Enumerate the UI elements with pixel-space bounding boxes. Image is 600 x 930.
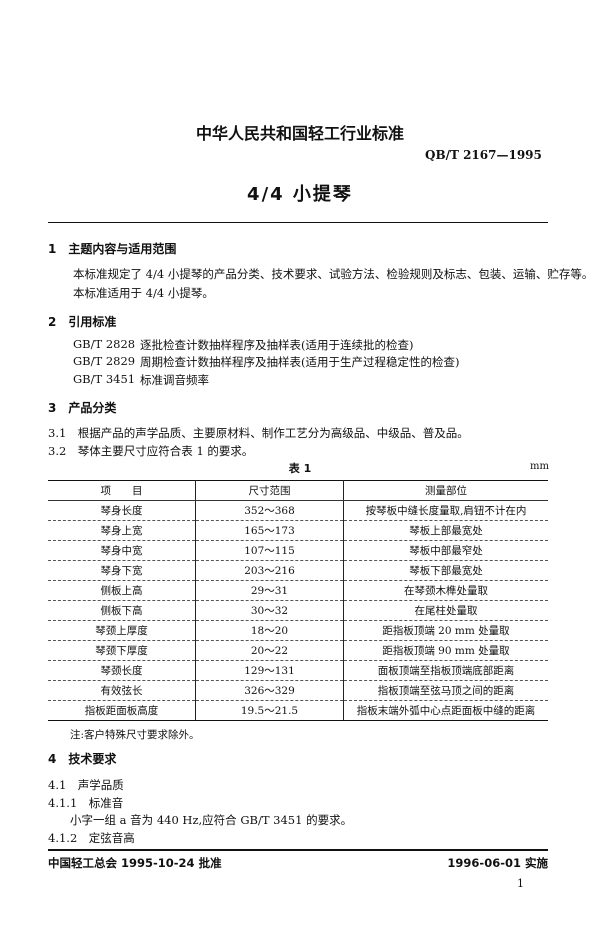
table-row: 琴身下宽 203～216 琴板下部最宽处 — [48, 560, 548, 581]
reference-code: GB/T 3451 — [73, 372, 136, 386]
location-cell: 按琴板中缝长度量取,肩钮不计在内 — [343, 500, 548, 521]
org-title: 中华人民共和国轻工行业标准 — [195, 124, 404, 143]
item-cell: 琴身中宽 — [48, 540, 196, 561]
reference-title: 周期检查计数抽样程序及抽样表(适用于生产过程稳定性的检查) — [140, 355, 460, 369]
range-cell: 18～20 — [195, 620, 344, 641]
range-cell: 165～173 — [195, 520, 344, 541]
item-cell: 琴身长度 — [48, 500, 196, 521]
table-row: 指板距面板高度 19.5～21.5 指板末端外弧中心点距面板中缝的距离 — [48, 700, 548, 721]
header-rule — [48, 222, 548, 223]
column-header: 尺寸范围 — [195, 480, 344, 501]
approval-line: 中国轻工总会 1995-10-24 批准 — [48, 856, 222, 870]
item-cell: 琴颈长度 — [48, 660, 196, 681]
clause-4-1-1: 4.1.1 标准音 — [48, 796, 124, 810]
range-cell: 203～216 — [195, 560, 344, 581]
column-header: 测量部位 — [343, 480, 548, 501]
item-cell: 侧板下高 — [48, 600, 196, 621]
footer-rule — [48, 849, 548, 851]
item-cell: 有效弦长 — [48, 680, 196, 701]
dimensions-table: 项 目 尺寸范围 测量部位 琴身长度 352～368 按琴板中缝长度量取,肩钮不计在… — [48, 480, 548, 721]
table-unit: mm — [530, 461, 549, 472]
item-cell: 琴颈上厚度 — [48, 620, 196, 641]
reference-code: GB/T 2828 — [73, 337, 136, 351]
range-cell: 326～329 — [195, 680, 344, 701]
location-cell: 距指板顶端 90 mm 处量取 — [343, 640, 548, 661]
table-row: 琴颈下厚度 20～22 距指板顶端 90 mm 处量取 — [48, 640, 548, 661]
section-1-heading: 1 主题内容与适用范围 — [48, 242, 177, 256]
reference-title: 标准调音频率 — [140, 373, 209, 387]
section-2-heading: 2 引用标准 — [48, 315, 117, 329]
range-cell: 29～31 — [195, 580, 344, 601]
table-row: 琴身中宽 107～115 琴板中部最窄处 — [48, 540, 548, 561]
location-cell: 面板顶端至指板顶端底部距离 — [343, 660, 548, 681]
item-cell: 侧板上高 — [48, 580, 196, 601]
clause-4-1-2: 4.1.2 定弦音高 — [48, 831, 135, 845]
reference-code: GB/T 2829 — [73, 354, 136, 368]
table-header-row: 项 目 尺寸范围 测量部位 — [48, 480, 548, 501]
section-1-para: 本标准规定了 4/4 小提琴的产品分类、技术要求、试验方法、检验规则及标志、包装… — [73, 267, 594, 281]
table-row: 琴身上宽 165～173 琴板上部最宽处 — [48, 520, 548, 541]
table-row: 琴颈上厚度 18～20 距指板顶端 20 mm 处量取 — [48, 620, 548, 641]
table-row: 有效弦长 326～329 指板顶端至弦马顶之间的距离 — [48, 680, 548, 701]
section-3-heading: 3 产品分类 — [48, 401, 117, 415]
clause-4-1-1-text: 小字一组 a 音为 440 Hz,应符合 GB/T 3451 的要求。 — [70, 813, 353, 827]
doc-title: 4/4 小提琴 — [247, 184, 353, 205]
range-cell: 129～131 — [195, 660, 344, 681]
table-row: 琴颈长度 129～131 面板顶端至指板顶端底部距离 — [48, 660, 548, 681]
item-cell: 琴身上宽 — [48, 520, 196, 541]
location-cell: 指板顶端至弦马顶之间的距离 — [343, 680, 548, 701]
clause-3-1: 3.1 根据产品的声学品质、主要原材料、制作工艺分为高级品、中级品、普及品。 — [48, 426, 469, 440]
location-cell: 琴板下部最宽处 — [343, 560, 548, 581]
table-caption: 表 1 — [288, 462, 312, 475]
location-cell: 在尾柱处量取 — [343, 600, 548, 621]
reference-title: 逐批检查计数抽样程序及抽样表(适用于连续批的检查) — [140, 338, 414, 352]
range-cell: 20～22 — [195, 640, 344, 661]
table-row: 侧板上高 29～31 在琴颈木榫处量取 — [48, 580, 548, 601]
clause-3-2: 3.2 琴体主要尺寸应符合表 1 的要求。 — [48, 444, 254, 458]
location-cell: 指板末端外弧中心点距面板中缝的距离 — [343, 700, 548, 721]
section-1-para: 本标准适用于 4/4 小提琴。 — [73, 286, 214, 300]
effective-line: 1996-06-01 实施 — [447, 856, 548, 870]
clause-4-1: 4.1 声学品质 — [48, 778, 124, 792]
location-cell: 距指板顶端 20 mm 处量取 — [343, 620, 548, 641]
table-note: 注:客户特殊尺寸要求除外。 — [70, 729, 200, 741]
item-cell: 指板距面板高度 — [48, 700, 196, 721]
section-4-heading: 4 技术要求 — [48, 752, 117, 766]
standard-code: QB/T 2167—1995 — [425, 148, 542, 162]
range-cell: 30～32 — [195, 600, 344, 621]
range-cell: 19.5～21.5 — [195, 700, 344, 721]
location-cell: 琴板中部最窄处 — [343, 540, 548, 561]
range-cell: 352～368 — [195, 500, 344, 521]
item-cell: 琴颈下厚度 — [48, 640, 196, 661]
range-cell: 107～115 — [195, 540, 344, 561]
column-header: 项 目 — [48, 480, 196, 501]
page-number: 1 — [517, 877, 524, 890]
item-cell: 琴身下宽 — [48, 560, 196, 581]
table-row: 琴身长度 352～368 按琴板中缝长度量取,肩钮不计在内 — [48, 500, 548, 521]
table-row: 侧板下高 30～32 在尾柱处量取 — [48, 600, 548, 621]
location-cell: 在琴颈木榫处量取 — [343, 580, 548, 601]
location-cell: 琴板上部最宽处 — [343, 520, 548, 541]
